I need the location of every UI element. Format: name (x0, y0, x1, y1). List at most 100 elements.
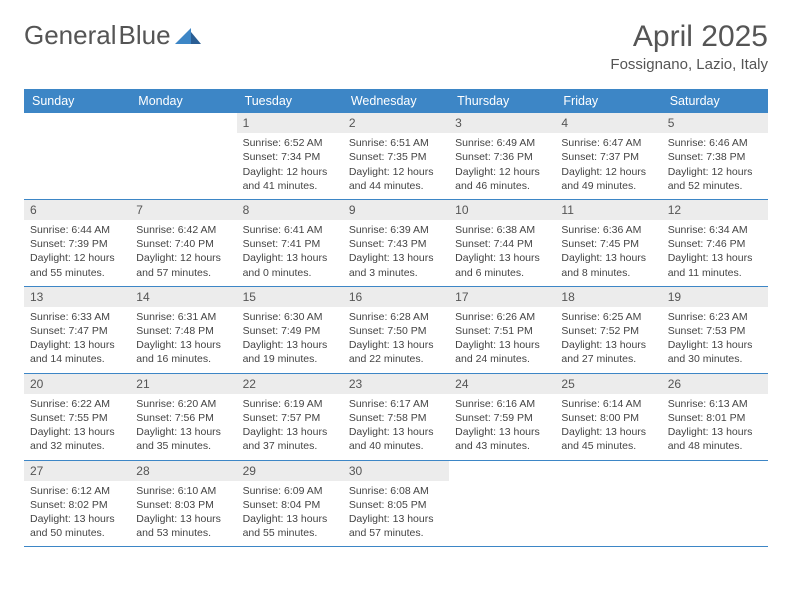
day-number: 27 (24, 461, 130, 481)
calendar-cell (130, 113, 236, 199)
calendar-week: 20Sunrise: 6:22 AMSunset: 7:55 PMDayligh… (24, 374, 768, 461)
daylight-text: Daylight: 13 hours and 43 minutes. (455, 425, 549, 453)
day-body: Sunrise: 6:16 AMSunset: 7:59 PMDaylight:… (449, 394, 555, 460)
calendar-cell (662, 461, 768, 547)
daylight-text: Daylight: 13 hours and 55 minutes. (243, 512, 337, 540)
day-body: Sunrise: 6:46 AMSunset: 7:38 PMDaylight:… (662, 133, 768, 199)
sunset-text: Sunset: 8:02 PM (30, 498, 124, 512)
day-number: 26 (662, 374, 768, 394)
daylight-text: Daylight: 13 hours and 48 minutes. (668, 425, 762, 453)
daylight-text: Daylight: 13 hours and 50 minutes. (30, 512, 124, 540)
day-body: Sunrise: 6:12 AMSunset: 8:02 PMDaylight:… (24, 481, 130, 547)
calendar-cell: 14Sunrise: 6:31 AMSunset: 7:48 PMDayligh… (130, 287, 236, 373)
day-body: Sunrise: 6:52 AMSunset: 7:34 PMDaylight:… (237, 133, 343, 199)
daylight-text: Daylight: 13 hours and 6 minutes. (455, 251, 549, 279)
daylight-text: Daylight: 13 hours and 35 minutes. (136, 425, 230, 453)
calendar-cell: 19Sunrise: 6:23 AMSunset: 7:53 PMDayligh… (662, 287, 768, 373)
sunset-text: Sunset: 7:49 PM (243, 324, 337, 338)
calendar-cell: 3Sunrise: 6:49 AMSunset: 7:36 PMDaylight… (449, 113, 555, 199)
day-number: 2 (343, 113, 449, 133)
daylight-text: Daylight: 13 hours and 32 minutes. (30, 425, 124, 453)
daylight-text: Daylight: 13 hours and 24 minutes. (455, 338, 549, 366)
calendar-cell: 17Sunrise: 6:26 AMSunset: 7:51 PMDayligh… (449, 287, 555, 373)
calendar-week: 6Sunrise: 6:44 AMSunset: 7:39 PMDaylight… (24, 200, 768, 287)
daylight-text: Daylight: 13 hours and 3 minutes. (349, 251, 443, 279)
day-body: Sunrise: 6:41 AMSunset: 7:41 PMDaylight:… (237, 220, 343, 286)
day-body: Sunrise: 6:34 AMSunset: 7:46 PMDaylight:… (662, 220, 768, 286)
calendar-cell: 8Sunrise: 6:41 AMSunset: 7:41 PMDaylight… (237, 200, 343, 286)
calendar-cell (555, 461, 661, 547)
day-body: Sunrise: 6:09 AMSunset: 8:04 PMDaylight:… (237, 481, 343, 547)
sunrise-text: Sunrise: 6:42 AM (136, 223, 230, 237)
sunset-text: Sunset: 7:48 PM (136, 324, 230, 338)
calendar-cell: 28Sunrise: 6:10 AMSunset: 8:03 PMDayligh… (130, 461, 236, 547)
calendar-cell: 6Sunrise: 6:44 AMSunset: 7:39 PMDaylight… (24, 200, 130, 286)
sunset-text: Sunset: 7:36 PM (455, 150, 549, 164)
day-number: 17 (449, 287, 555, 307)
day-number: 19 (662, 287, 768, 307)
calendar-week: 1Sunrise: 6:52 AMSunset: 7:34 PMDaylight… (24, 113, 768, 200)
sunset-text: Sunset: 7:51 PM (455, 324, 549, 338)
day-number: 30 (343, 461, 449, 481)
day-number: 23 (343, 374, 449, 394)
day-number: 15 (237, 287, 343, 307)
calendar-cell: 22Sunrise: 6:19 AMSunset: 7:57 PMDayligh… (237, 374, 343, 460)
calendar-cell: 15Sunrise: 6:30 AMSunset: 7:49 PMDayligh… (237, 287, 343, 373)
sunset-text: Sunset: 7:35 PM (349, 150, 443, 164)
calendar-week: 13Sunrise: 6:33 AMSunset: 7:47 PMDayligh… (24, 287, 768, 374)
sunrise-text: Sunrise: 6:51 AM (349, 136, 443, 150)
sunset-text: Sunset: 7:59 PM (455, 411, 549, 425)
day-body: Sunrise: 6:23 AMSunset: 7:53 PMDaylight:… (662, 307, 768, 373)
sunrise-text: Sunrise: 6:19 AM (243, 397, 337, 411)
sunset-text: Sunset: 7:38 PM (668, 150, 762, 164)
sunset-text: Sunset: 7:56 PM (136, 411, 230, 425)
sunrise-text: Sunrise: 6:23 AM (668, 310, 762, 324)
calendar-cell (449, 461, 555, 547)
sunrise-text: Sunrise: 6:38 AM (455, 223, 549, 237)
dayname: Tuesday (237, 89, 343, 113)
sunrise-text: Sunrise: 6:28 AM (349, 310, 443, 324)
calendar-cell: 20Sunrise: 6:22 AMSunset: 7:55 PMDayligh… (24, 374, 130, 460)
sunset-text: Sunset: 7:57 PM (243, 411, 337, 425)
calendar: Sunday Monday Tuesday Wednesday Thursday… (24, 89, 768, 547)
day-number: 24 (449, 374, 555, 394)
day-body: Sunrise: 6:26 AMSunset: 7:51 PMDaylight:… (449, 307, 555, 373)
calendar-cell: 13Sunrise: 6:33 AMSunset: 7:47 PMDayligh… (24, 287, 130, 373)
day-body: Sunrise: 6:42 AMSunset: 7:40 PMDaylight:… (130, 220, 236, 286)
day-body: Sunrise: 6:10 AMSunset: 8:03 PMDaylight:… (130, 481, 236, 547)
calendar-cell: 2Sunrise: 6:51 AMSunset: 7:35 PMDaylight… (343, 113, 449, 199)
day-body: Sunrise: 6:08 AMSunset: 8:05 PMDaylight:… (343, 481, 449, 547)
sunrise-text: Sunrise: 6:46 AM (668, 136, 762, 150)
calendar-cell: 21Sunrise: 6:20 AMSunset: 7:56 PMDayligh… (130, 374, 236, 460)
sunrise-text: Sunrise: 6:26 AM (455, 310, 549, 324)
sunset-text: Sunset: 7:53 PM (668, 324, 762, 338)
header: GeneralBlue April 2025 Fossignano, Lazio… (24, 20, 768, 73)
calendar-cell: 18Sunrise: 6:25 AMSunset: 7:52 PMDayligh… (555, 287, 661, 373)
sunset-text: Sunset: 7:47 PM (30, 324, 124, 338)
day-body: Sunrise: 6:30 AMSunset: 7:49 PMDaylight:… (237, 307, 343, 373)
month-title: April 2025 (610, 20, 768, 54)
brand-logo: GeneralBlue (24, 20, 201, 51)
title-block: April 2025 Fossignano, Lazio, Italy (610, 20, 768, 73)
day-number: 5 (662, 113, 768, 133)
day-body: Sunrise: 6:20 AMSunset: 7:56 PMDaylight:… (130, 394, 236, 460)
sunset-text: Sunset: 8:04 PM (243, 498, 337, 512)
calendar-cell (24, 113, 130, 199)
day-number: 9 (343, 200, 449, 220)
daylight-text: Daylight: 13 hours and 14 minutes. (30, 338, 124, 366)
sunset-text: Sunset: 8:03 PM (136, 498, 230, 512)
day-body: Sunrise: 6:44 AMSunset: 7:39 PMDaylight:… (24, 220, 130, 286)
sunrise-text: Sunrise: 6:25 AM (561, 310, 655, 324)
daylight-text: Daylight: 13 hours and 27 minutes. (561, 338, 655, 366)
sunrise-text: Sunrise: 6:22 AM (30, 397, 124, 411)
calendar-cell: 23Sunrise: 6:17 AMSunset: 7:58 PMDayligh… (343, 374, 449, 460)
day-number: 20 (24, 374, 130, 394)
sunset-text: Sunset: 7:43 PM (349, 237, 443, 251)
sunrise-text: Sunrise: 6:20 AM (136, 397, 230, 411)
daylight-text: Daylight: 12 hours and 52 minutes. (668, 165, 762, 193)
calendar-cell: 9Sunrise: 6:39 AMSunset: 7:43 PMDaylight… (343, 200, 449, 286)
daylight-text: Daylight: 13 hours and 53 minutes. (136, 512, 230, 540)
daylight-text: Daylight: 13 hours and 57 minutes. (349, 512, 443, 540)
day-number: 18 (555, 287, 661, 307)
sunset-text: Sunset: 7:37 PM (561, 150, 655, 164)
